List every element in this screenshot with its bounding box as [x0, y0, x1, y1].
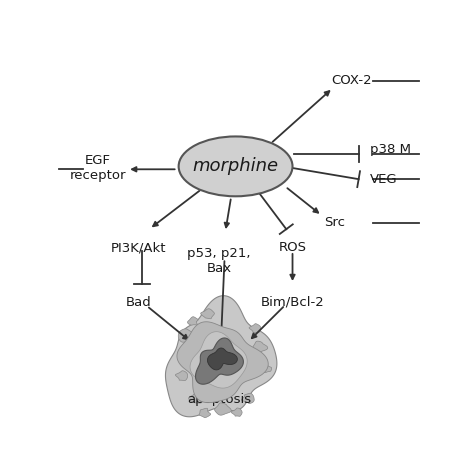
Polygon shape	[165, 296, 277, 417]
Ellipse shape	[179, 137, 292, 196]
Polygon shape	[175, 371, 188, 381]
Text: ROS: ROS	[279, 241, 307, 254]
Polygon shape	[189, 392, 203, 403]
Text: p38 M: p38 M	[370, 144, 410, 156]
Text: EGF
receptor: EGF receptor	[70, 154, 126, 182]
Text: apoptosis: apoptosis	[187, 392, 251, 406]
Text: Src: Src	[324, 217, 345, 229]
Polygon shape	[190, 332, 247, 388]
Polygon shape	[231, 408, 242, 416]
Text: COX-2: COX-2	[331, 74, 372, 87]
Polygon shape	[249, 324, 261, 333]
Polygon shape	[201, 309, 214, 319]
Polygon shape	[188, 317, 198, 325]
Text: morphine: morphine	[192, 157, 279, 175]
Text: VEG: VEG	[370, 173, 397, 186]
Polygon shape	[241, 393, 254, 403]
Polygon shape	[215, 403, 231, 415]
Text: Bim/Bcl-2: Bim/Bcl-2	[261, 296, 324, 309]
Polygon shape	[208, 348, 237, 370]
Polygon shape	[177, 322, 268, 402]
Polygon shape	[253, 341, 268, 353]
Polygon shape	[262, 365, 272, 373]
Polygon shape	[195, 338, 243, 384]
Text: Bad: Bad	[125, 296, 151, 309]
Polygon shape	[199, 408, 210, 418]
Text: p53, p21,
Bax: p53, p21, Bax	[187, 247, 251, 275]
Text: PI3K/Akt: PI3K/Akt	[110, 241, 166, 254]
Polygon shape	[178, 329, 195, 342]
